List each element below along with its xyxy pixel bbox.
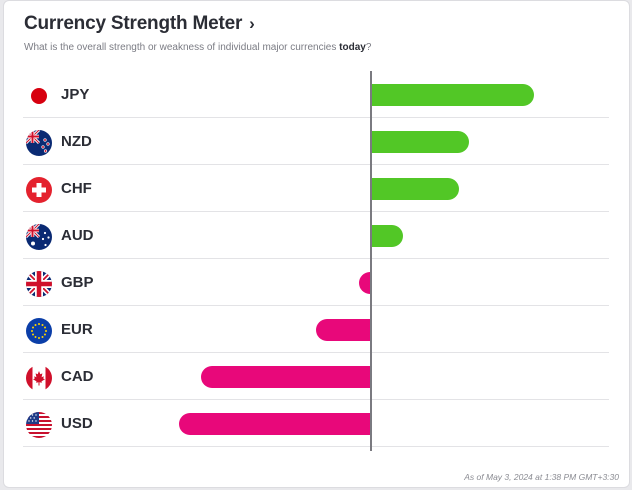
currency-row-jpy: JPY (23, 71, 609, 118)
strength-bar-nzd (370, 131, 469, 153)
currency-code: AUD (61, 227, 94, 244)
currency-row-eur: EUR (23, 306, 609, 353)
currency-row-gbp: GBP (23, 259, 609, 306)
switzerland-flag-icon (26, 177, 52, 203)
page-title[interactable]: Currency Strength Meter › (24, 13, 255, 35)
strength-bar-aud (370, 225, 404, 247)
new-zealand-flag-icon (26, 130, 52, 156)
united-states-flag-icon (26, 412, 52, 438)
zero-axis-line (370, 71, 372, 451)
united-kingdom-flag-icon (26, 271, 52, 297)
strength-bar-eur (316, 319, 370, 341)
subtitle-prefix: What is the overall strength or weakness… (24, 42, 340, 53)
strength-bar-cad (201, 366, 370, 388)
currency-row-cad: CAD (23, 353, 609, 400)
currency-strength-card: Currency Strength Meter › What is the ov… (3, 0, 630, 488)
currency-code: NZD (61, 133, 92, 150)
currency-row-aud: AUD (23, 212, 609, 259)
currency-code: USD (61, 415, 93, 432)
currency-code: GBP (61, 274, 94, 291)
strength-bar-chf (370, 178, 459, 200)
currency-row-chf: CHF (23, 165, 609, 212)
subtitle: What is the overall strength or weakness… (24, 42, 371, 53)
currency-code: CAD (61, 368, 94, 385)
currency-code: EUR (61, 321, 93, 338)
currency-code: JPY (61, 86, 90, 103)
european-union-flag-icon (26, 318, 52, 344)
canada-flag-icon (26, 365, 52, 391)
currency-row-usd: USD (23, 400, 609, 447)
subtitle-emphasis: today (339, 42, 366, 53)
australia-flag-icon (26, 224, 52, 250)
timestamp: As of May 3, 2024 at 1:38 PM GMT+3:30 (464, 472, 619, 482)
strength-bar-jpy (370, 84, 534, 106)
subtitle-suffix: ? (365, 42, 372, 53)
title-text: Currency Strength Meter (24, 13, 243, 34)
chevron-right-icon[interactable]: › (249, 14, 255, 33)
japan-flag-icon (26, 83, 52, 109)
currency-code: CHF (61, 180, 92, 197)
strength-bar-usd (178, 413, 370, 435)
currency-row-nzd: NZD (23, 118, 609, 165)
strength-bar-gbp (358, 272, 370, 294)
